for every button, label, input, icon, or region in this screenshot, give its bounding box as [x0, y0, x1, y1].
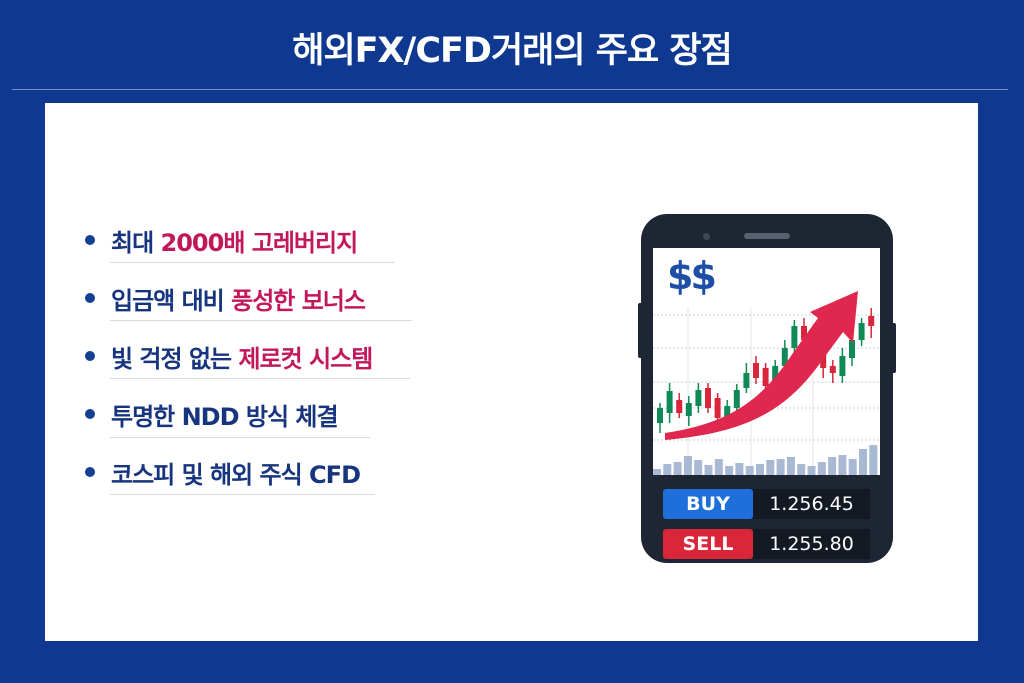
bullet-icon: [85, 351, 95, 361]
volume-bar: [859, 449, 867, 475]
volume-bar: [714, 459, 723, 475]
page-title: 해외FX/CFD거래의 주요 장점: [292, 31, 733, 71]
candle-body: [753, 363, 759, 378]
divider: [110, 378, 410, 379]
item-text: 투명한 NDD 방식 체결: [111, 402, 339, 431]
sell-price: 1.255.80: [753, 529, 870, 559]
candle-body: [666, 391, 673, 413]
divider: [110, 262, 395, 263]
candle-body: [858, 323, 865, 340]
candle-body: [849, 340, 855, 358]
candle-body: [762, 368, 769, 386]
volume-bar: [838, 455, 847, 475]
divider: [110, 437, 370, 438]
item-text: 입금액 대비: [111, 286, 232, 315]
camera-icon: [703, 233, 710, 240]
candle-body: [791, 326, 798, 348]
volume-bar: [817, 462, 826, 475]
volume-bar: [725, 466, 734, 475]
candle-body: [676, 400, 683, 413]
candle-body: [657, 408, 663, 423]
bullet-icon: [85, 235, 95, 245]
list-item: 입금액 대비 풍성한 보너스: [85, 278, 366, 318]
item-highlight: 제로컷 시스템: [238, 344, 373, 373]
sell-button[interactable]: SELL: [663, 529, 753, 559]
volume-bar: [653, 469, 661, 475]
content-panel: 최대 2000배 고레버리지 입금액 대비 풍성한 보너스 빛 걱정 없는 제로…: [45, 103, 978, 641]
candle-body: [733, 390, 740, 408]
candle-body: [743, 373, 750, 388]
volume-bar: [735, 463, 744, 475]
phone-side-button: [638, 303, 643, 358]
candle-body: [801, 326, 807, 340]
list-item: 최대 2000배 고레버리지: [85, 220, 359, 260]
candle-body: [705, 388, 711, 408]
bullet-icon: [85, 467, 95, 477]
bullet-icon: [85, 409, 95, 419]
item-text: 빛 걱정 없는: [111, 344, 239, 373]
phone-illustration: $$ BUY 1.256.45 SELL 1.255.80: [641, 214, 893, 563]
list-item: 빛 걱정 없는 제로컷 시스템: [85, 336, 373, 376]
candle-body: [868, 316, 875, 326]
candle-body: [781, 348, 788, 366]
item-text: 최대: [111, 228, 161, 257]
speaker-icon: [744, 233, 790, 239]
bullet-icon: [85, 293, 95, 303]
candle-body: [695, 390, 702, 406]
item-highlight: 2000배 고레버리지: [160, 228, 359, 257]
phone-screen: $$: [653, 248, 880, 475]
volume-bar: [745, 466, 754, 475]
list-item: 투명한 NDD 방식 체결: [85, 394, 339, 434]
volume-bar: [776, 459, 785, 475]
candle-body: [820, 354, 827, 368]
buy-row[interactable]: BUY 1.256.45: [663, 489, 870, 519]
item-text: 코스피 및 해외 주식 CFD: [111, 460, 361, 489]
candlestick-chart: [653, 291, 880, 475]
volume-bar: [797, 464, 806, 475]
item-highlight: 풍성한 보너스: [231, 286, 366, 315]
volume-bar: [786, 457, 795, 475]
volume-bar: [869, 445, 878, 475]
volume-bar: [704, 465, 713, 475]
divider: [110, 320, 412, 321]
candle-body: [839, 356, 846, 376]
volume-bar: [694, 460, 703, 475]
volume-bar: [756, 464, 764, 475]
title-divider: [12, 89, 1008, 90]
candle-body: [714, 398, 721, 418]
buy-button[interactable]: BUY: [663, 489, 753, 519]
dollar-icon: $$: [667, 254, 717, 298]
volume-bar: [807, 466, 816, 475]
volume-bar: [848, 459, 857, 475]
trend-arrow-icon: [665, 291, 858, 440]
sell-row[interactable]: SELL 1.255.80: [663, 529, 870, 559]
volume-bar: [663, 464, 672, 475]
candle-body: [829, 366, 836, 373]
buy-price: 1.256.45: [753, 489, 870, 519]
divider: [110, 494, 375, 495]
candle-body: [724, 406, 731, 420]
candle-body: [772, 366, 779, 388]
volume-bar: [673, 462, 682, 475]
volume-bar: [683, 456, 692, 475]
phone-side-button: [891, 323, 896, 373]
candle-body: [685, 403, 692, 416]
list-item: 코스피 및 해외 주식 CFD: [85, 452, 361, 492]
volume-bar: [828, 457, 837, 475]
volume-bar: [766, 460, 775, 475]
